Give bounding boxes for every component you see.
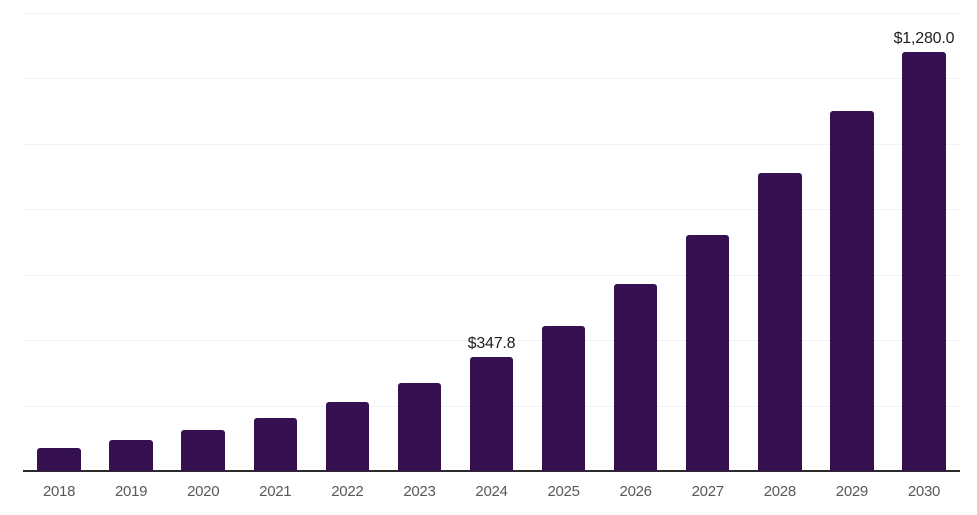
bar-2027 bbox=[685, 234, 730, 471]
x-tick-label-2028: 2028 bbox=[763, 483, 796, 500]
x-tick-label-2026: 2026 bbox=[619, 483, 652, 500]
gridline-800 bbox=[23, 209, 960, 211]
gridline-400 bbox=[23, 340, 960, 342]
bar-2025 bbox=[541, 325, 586, 471]
bar-2018 bbox=[37, 448, 81, 471]
bar-2030 bbox=[902, 51, 946, 471]
x-tick-label-2019: 2019 bbox=[115, 483, 148, 500]
x-tick-label-2030: 2030 bbox=[907, 483, 941, 500]
bar-2026 bbox=[613, 284, 658, 471]
x-tick-label-2018: 2018 bbox=[42, 483, 76, 500]
data-label-2024: $347.8 bbox=[467, 335, 516, 353]
gridline-600 bbox=[23, 274, 960, 276]
x-tick-label-2027: 2027 bbox=[691, 483, 724, 500]
bar-2020 bbox=[181, 430, 225, 471]
x-tick-label-2021: 2021 bbox=[259, 483, 292, 500]
gridline-1000 bbox=[23, 143, 960, 145]
x-tick-label-2024: 2024 bbox=[475, 483, 508, 500]
bar-2029 bbox=[830, 110, 874, 471]
data-label-2030: $1,280.0 bbox=[893, 29, 955, 47]
gridline-1400 bbox=[23, 12, 960, 14]
x-tick-label-2029: 2029 bbox=[835, 483, 868, 500]
bar-2023 bbox=[397, 382, 442, 471]
x-tick-label-2020: 2020 bbox=[187, 483, 220, 500]
x-axis-line bbox=[23, 470, 960, 472]
bar-2022 bbox=[325, 402, 370, 471]
x-tick-label-2023: 2023 bbox=[403, 483, 436, 500]
x-tick-label-2025: 2025 bbox=[547, 483, 580, 500]
bar-2019 bbox=[109, 439, 153, 471]
bar-2021 bbox=[253, 417, 298, 471]
gridline-1200 bbox=[23, 78, 960, 80]
bar-2028 bbox=[758, 172, 802, 471]
x-tick-label-2022: 2022 bbox=[331, 483, 364, 500]
bar-2024 bbox=[469, 357, 514, 471]
